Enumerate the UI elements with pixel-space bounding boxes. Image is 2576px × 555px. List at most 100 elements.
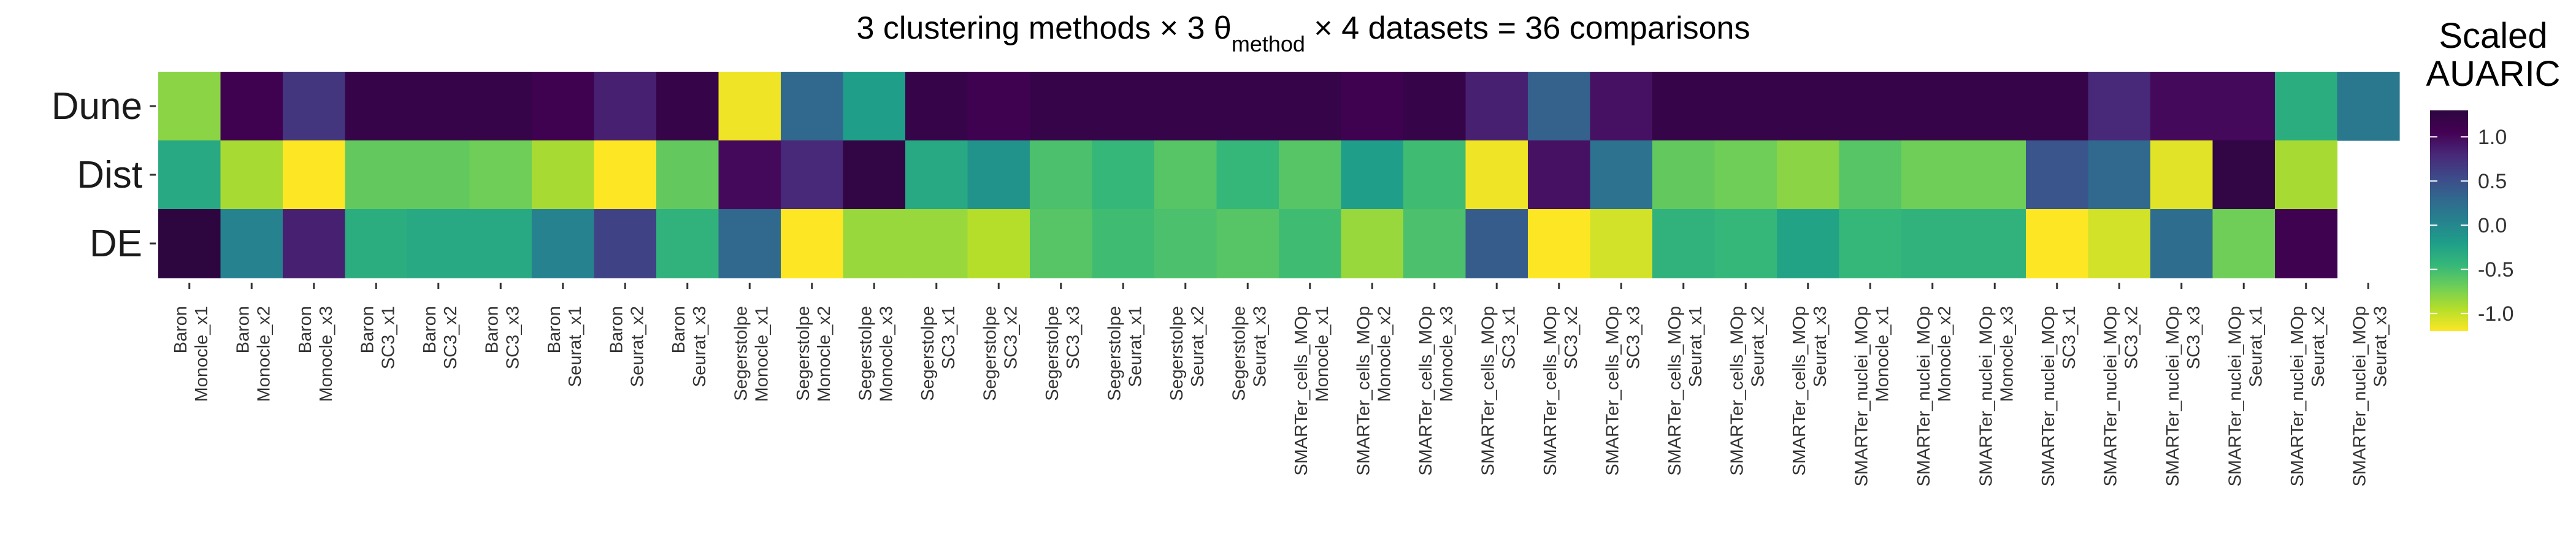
heatmap-cell-de-14 xyxy=(967,209,1030,278)
heatmap-cell-de-35 xyxy=(2275,209,2338,278)
heatmap-cell-dune-6 xyxy=(469,72,532,141)
heatmap-cell-de-12 xyxy=(843,209,906,278)
heatmap-cell-dune-11 xyxy=(781,72,844,141)
heatmap-cell-de-28 xyxy=(1839,209,1902,278)
heatmap-cell-dune-28 xyxy=(1839,72,1902,141)
column-label-4: BaronSC3_x1 xyxy=(358,306,398,369)
legend-title-line-1: Scaled xyxy=(2439,16,2547,56)
heatmap-cell-dune-35 xyxy=(2275,72,2338,141)
heatmap-cell-dist-27 xyxy=(1777,140,1840,210)
heatmap-cell-dist-21 xyxy=(1403,140,1466,210)
heatmap-cell-de-6 xyxy=(469,209,532,278)
heatmap-cell-dune-23 xyxy=(1528,72,1591,141)
heatmap-cell-dist-4 xyxy=(345,140,408,210)
heatmap-cell-dist-1 xyxy=(158,140,221,210)
heatmap-cell-de-9 xyxy=(656,209,719,278)
heatmap-cell-dist-7 xyxy=(532,140,595,210)
column-label-27: SMARTer_cells_MOpSeurat_x3 xyxy=(1790,306,1830,476)
heatmap-cell-dune-27 xyxy=(1777,72,1840,141)
heatmap-cell-dist-33 xyxy=(2150,140,2214,210)
heatmap-cell-dist-34 xyxy=(2212,140,2275,210)
heatmap-cell-dune-26 xyxy=(1714,72,1777,141)
heatmap-cell-de-17 xyxy=(1154,209,1217,278)
heatmap-cell-de-27 xyxy=(1777,209,1840,278)
heatmap-cell-dune-15 xyxy=(1030,72,1093,141)
heatmap-cell-dist-28 xyxy=(1839,140,1902,210)
heatmap-cell-dune-7 xyxy=(532,72,595,141)
heatmap-cell-dune-13 xyxy=(905,72,968,141)
heatmap-cell-de-25 xyxy=(1652,209,1715,278)
heatmap-cell-dune-29 xyxy=(1901,72,1965,141)
column-label-16: SegerstolpeSeurat_x1 xyxy=(1105,306,1145,401)
heatmap-cell-de-22 xyxy=(1465,209,1528,278)
heatmap-cell-de-26 xyxy=(1714,209,1777,278)
heatmap-cell-dune-33 xyxy=(2150,72,2214,141)
heatmap-cell-dist-6 xyxy=(469,140,532,210)
heatmap-cell-de-32 xyxy=(2088,209,2151,278)
heatmap-cell-dune-10 xyxy=(718,72,781,141)
heatmap-cell-dune-19 xyxy=(1279,72,1342,141)
legend-ticks: 1.0 0.5 0.0 -0.5 -1.0 xyxy=(2430,126,2514,326)
legend-tick-label: 0.5 xyxy=(2478,170,2507,193)
heatmap-cell-dist-11 xyxy=(781,140,844,210)
heatmap-cell-dist-13 xyxy=(905,140,968,210)
heatmap-cell-dist-9 xyxy=(656,140,719,210)
heatmap-cell-de-21 xyxy=(1403,209,1466,278)
heatmap-cell-dune-9 xyxy=(656,72,719,141)
heatmap-cell-dist-29 xyxy=(1901,140,1965,210)
heatmap-cell-dist-31 xyxy=(2026,140,2089,210)
column-label-1: BaronMonocle_x1 xyxy=(171,306,212,402)
heatmap-cell-de-2 xyxy=(220,209,283,278)
heatmap-cell-de-34 xyxy=(2212,209,2275,278)
column-label-18: SegerstolpeSeurat_x3 xyxy=(1229,306,1270,401)
heatmap-cell-de-13 xyxy=(905,209,968,278)
column-label-20: SMARTer_cells_MOpMonocle_x2 xyxy=(1354,306,1394,476)
heatmap-cell-dune-17 xyxy=(1154,72,1217,141)
heatmap-cell-de-7 xyxy=(532,209,595,278)
row-label-dune: Dune xyxy=(52,85,142,128)
heatmap-cells xyxy=(158,72,2400,278)
row-label-de: DE xyxy=(90,223,142,265)
heatmap-cell-dune-4 xyxy=(345,72,408,141)
heatmap-cell-dist-30 xyxy=(1963,140,2026,210)
heatmap-cell-dune-5 xyxy=(407,72,470,141)
heatmap-cell-dist-15 xyxy=(1030,140,1093,210)
heatmap-cell-de-20 xyxy=(1341,209,1404,278)
column-label-25: SMARTer_cells_MOpSeurat_x1 xyxy=(1665,306,1706,476)
heatmap-cell-dune-34 xyxy=(2212,72,2275,141)
heatmap-cell-de-4 xyxy=(345,209,408,278)
column-label-24: SMARTer_cells_MOpSC3_x3 xyxy=(1603,306,1643,476)
heatmap-cell-dist-24 xyxy=(1590,140,1653,210)
column-label-10: SegerstolpeMonocle_x1 xyxy=(731,306,772,402)
column-label-17: SegerstolpeSeurat_x2 xyxy=(1167,306,1208,401)
heatmap-cell-de-15 xyxy=(1030,209,1093,278)
heatmap-cell-dune-32 xyxy=(2088,72,2151,141)
heatmap-cell-dune-22 xyxy=(1465,72,1528,141)
column-labels: BaronMonocle_x1 BaronMonocle_x2 BaronMonoc… xyxy=(171,283,2390,486)
heatmap-cell-dist-20 xyxy=(1341,140,1404,210)
row-label-dist: Dist xyxy=(77,154,142,196)
column-label-3: BaronMonocle_x3 xyxy=(296,306,336,402)
heatmap-cell-de-30 xyxy=(1963,209,2026,278)
column-label-30: SMARTer_nuclei_MOpMonocle_x3 xyxy=(1976,306,2017,486)
heatmap-cell-dist-14 xyxy=(967,140,1030,210)
column-label-22: SMARTer_cells_MOpSC3_x1 xyxy=(1478,306,1519,476)
heatmap-cell-dist-32 xyxy=(2088,140,2151,210)
heatmap-cell-dune-8 xyxy=(594,72,657,141)
heatmap-cell-dist-3 xyxy=(283,140,346,210)
chart-title: 3 clustering methods × 3 θmethod × 4 dat… xyxy=(857,10,1750,56)
heatmap-cell-dist-23 xyxy=(1528,140,1591,210)
legend-colorbar xyxy=(2430,110,2468,331)
heatmap-cell-dist-10 xyxy=(718,140,781,210)
column-label-33: SMARTer_nuclei_MOpSC3_x3 xyxy=(2163,306,2204,486)
column-label-13: SegerstolpeSC3_x1 xyxy=(918,306,959,401)
column-label-32: SMARTer_nuclei_MOpSC3_x2 xyxy=(2101,306,2141,486)
heatmap-cell-de-29 xyxy=(1901,209,1965,278)
column-label-19: SMARTer_cells_MOpMonocle_x1 xyxy=(1292,306,1332,476)
heatmap-cell-de-16 xyxy=(1092,209,1155,278)
column-label-36: SMARTer_nuclei_MOpSeurat_x3 xyxy=(2350,306,2390,486)
heatmap-cell-dune-1 xyxy=(158,72,221,141)
heatmap-cell-de-3 xyxy=(283,209,346,278)
